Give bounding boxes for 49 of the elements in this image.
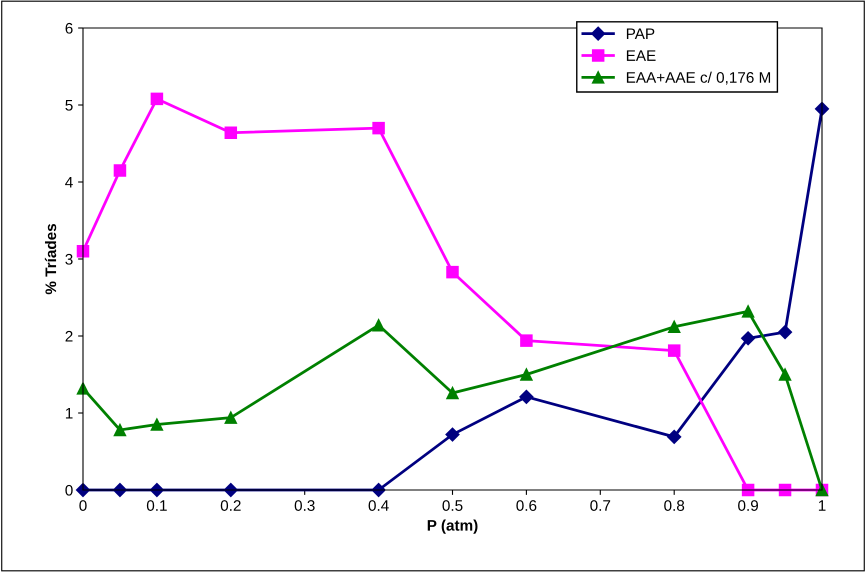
x-tick-label: 0.4 xyxy=(368,500,389,511)
point xyxy=(778,325,792,340)
y-tick-label: 0 xyxy=(65,484,73,496)
point xyxy=(667,430,682,444)
x-tick-label: 0 xyxy=(79,500,87,511)
y-tick-label: 5 xyxy=(65,100,73,111)
x-tick-label: 0.1 xyxy=(146,500,167,511)
point xyxy=(520,368,533,381)
point xyxy=(150,92,164,106)
point xyxy=(372,318,385,332)
point xyxy=(519,390,534,404)
point xyxy=(150,418,164,431)
y-tick-label: 3 xyxy=(65,254,73,265)
x-tick-label: 0.3 xyxy=(294,500,315,511)
x-axis-title: P (atm) xyxy=(428,520,478,534)
y-tick-label: 4 xyxy=(65,177,73,188)
legend-label: PAP xyxy=(626,28,654,39)
point xyxy=(224,482,238,498)
x-tick-label: 0.9 xyxy=(738,500,758,511)
point xyxy=(445,427,460,442)
point xyxy=(446,386,459,400)
point xyxy=(778,368,792,381)
point xyxy=(742,484,754,496)
legend-label: EAA+AAE c/ 0,176 M xyxy=(626,72,770,85)
point xyxy=(742,305,754,318)
point xyxy=(372,122,385,134)
x-tick-label: 0.8 xyxy=(664,500,684,511)
point xyxy=(668,320,680,334)
x-tick-label: 0.2 xyxy=(220,500,241,511)
legend-label: EAE xyxy=(626,50,656,61)
point xyxy=(76,245,90,258)
x-tick-label: 0.6 xyxy=(516,500,536,511)
point xyxy=(520,334,533,347)
x-tick-label: 0.7 xyxy=(590,500,610,511)
y-axis-title: % Tríades xyxy=(44,224,56,294)
point xyxy=(814,102,830,116)
point xyxy=(114,424,126,436)
point xyxy=(778,484,792,496)
point xyxy=(446,266,459,278)
y-tick-label: 2 xyxy=(66,330,73,342)
point xyxy=(741,331,756,346)
point xyxy=(668,344,680,357)
point xyxy=(224,126,238,139)
point xyxy=(114,164,126,177)
y-tick-label: 6 xyxy=(66,22,73,34)
y-tick-label: 1 xyxy=(66,408,73,419)
point xyxy=(224,411,238,424)
x-tick-label: 1 xyxy=(818,500,826,511)
x-tick-label: 0.5 xyxy=(442,500,462,511)
